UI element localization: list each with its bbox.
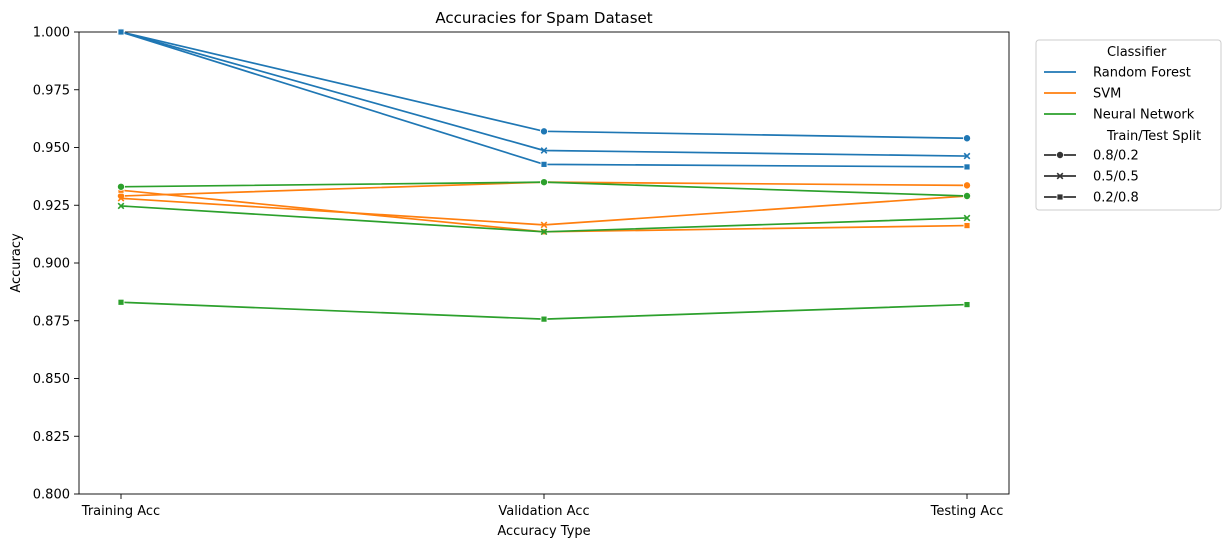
plot-area — [78, 31, 1010, 495]
legend: Classifier Train/Test Split Random Fores… — [1035, 39, 1222, 211]
y-tick-label: 0.825 — [33, 430, 70, 445]
series-random-forest-0-5-0-5-point — [963, 152, 971, 160]
series-random-forest-0-2-0-8-point — [117, 28, 125, 36]
y-tick-label: 0.975 — [33, 83, 70, 98]
y-tick-label: 0.800 — [33, 488, 70, 503]
x-axis: Training Acc Validation Acc Testing Acc — [81, 494, 1004, 519]
series-neural-network-0-8-0-2-point — [540, 178, 549, 187]
series-neural-network-0-5-0-5-point — [963, 214, 971, 222]
series-random-forest-0-2-0-8 — [117, 28, 971, 171]
legend-label-random-forest: Random Forest — [1093, 66, 1191, 81]
legend-label-split-0-5-0-5: 0.5/0.5 — [1093, 170, 1139, 185]
series-neural-network-0-8-0-2 — [117, 178, 972, 201]
y-tick-label: 0.875 — [33, 314, 70, 329]
series-neural-network-0-2-0-8 — [117, 298, 971, 323]
series-random-forest-0-2-0-8-point — [540, 160, 548, 168]
y-tick-label: 0.900 — [33, 257, 70, 272]
series-random-forest-0-5-0-5-point — [540, 147, 548, 154]
legend-marker-split-0-5-0-5 — [1056, 172, 1064, 180]
x-tick-label: Training Acc — [81, 504, 160, 519]
legend-frame — [1035, 39, 1222, 211]
y-tick-label: 1.000 — [33, 26, 70, 41]
x-tick-label: Validation Acc — [498, 504, 589, 519]
legend-title-split: Train/Test Split — [1106, 129, 1201, 144]
y-tick-label: 0.950 — [33, 141, 70, 156]
series-neural-network-0-2-0-8-point — [117, 298, 125, 306]
series-neural-network-0-5-0-5 — [117, 202, 971, 236]
x-tick-label: Testing Acc — [930, 504, 1004, 519]
series-random-forest-0-2-0-8-point — [963, 163, 971, 171]
legend-marker-split-0-2-0-8 — [1056, 193, 1064, 201]
y-axis-label: Accuracy — [9, 233, 24, 293]
series-neural-network-0-2-0-8-point — [963, 301, 971, 308]
x-axis-label: Accuracy Type — [497, 524, 590, 539]
series-svm-0-5-0-5-point — [117, 194, 125, 202]
series-neural-network-0-5-0-5-point — [117, 202, 125, 210]
series-random-forest-0-8-0-2-point — [540, 127, 549, 136]
chart-title: Accuracies for Spam Dataset — [435, 9, 652, 27]
legend-marker-split-0-8-0-2 — [1056, 150, 1065, 159]
series-svm-0-5-0-5-point — [540, 221, 548, 229]
legend-title-classifier: Classifier — [1107, 45, 1167, 60]
series-random-forest-0-8-0-2-point — [963, 134, 972, 143]
y-tick-label: 0.850 — [33, 372, 70, 387]
series-neural-network-0-2-0-8-point — [540, 315, 548, 323]
series-svm-0-2-0-8-point — [963, 222, 971, 229]
y-tick-label: 0.925 — [33, 199, 70, 214]
series-lines — [117, 27, 972, 323]
legend-label-split-0-2-0-8: 0.2/0.8 — [1093, 191, 1139, 206]
y-axis: 0.800 0.825 0.850 0.875 0.900 0.925 0.950 0.975… — [33, 26, 79, 503]
legend-label-svm: SVM — [1093, 87, 1121, 102]
series-svm-0-8-0-2-point — [963, 181, 972, 190]
series-neural-network-0-8-0-2-point — [963, 192, 972, 201]
legend-label-split-0-8-0-2: 0.8/0.2 — [1093, 149, 1139, 164]
series-neural-network-0-8-0-2-point — [117, 182, 126, 191]
legend-label-neural-network: Neural Network — [1093, 108, 1195, 123]
series-neural-network-0-5-0-5-point — [540, 228, 548, 236]
